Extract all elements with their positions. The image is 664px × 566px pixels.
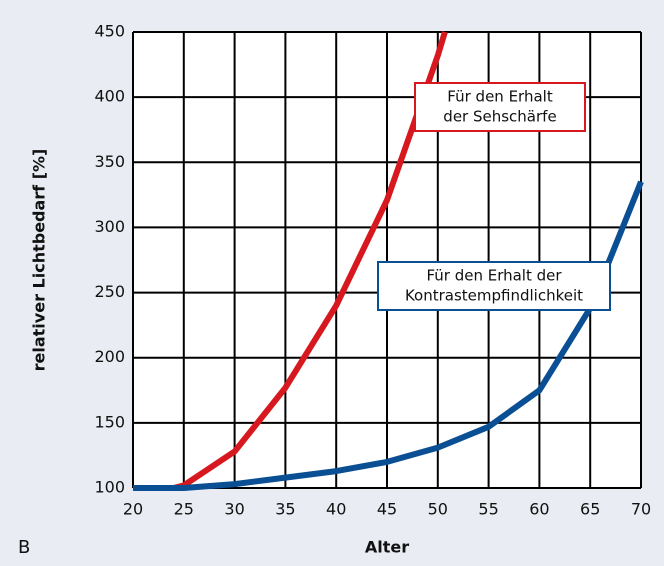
x-tick-label: 35 <box>275 500 295 519</box>
y-tick-label: 450 <box>94 22 125 41</box>
annotation-text: Für den Erhalt <box>447 88 553 106</box>
x-tick-label: 45 <box>377 500 397 519</box>
x-tick-label: 50 <box>428 500 448 519</box>
annotation-text: Kontrastempfindlichkeit <box>405 287 583 305</box>
line <box>133 180 644 491</box>
y-tick-label: 350 <box>94 152 125 171</box>
y-tick-label: 200 <box>94 347 125 366</box>
x-tick-label: 30 <box>224 500 244 519</box>
y-tick-label: 300 <box>94 217 125 236</box>
annotation-text: Für den Erhalt der <box>426 267 562 285</box>
annotation-box <box>377 261 611 311</box>
x-axis-label: Alter <box>365 538 409 557</box>
y-tick-label: 150 <box>94 412 125 431</box>
x-tick-label: 65 <box>580 500 600 519</box>
annotation-box <box>414 82 586 132</box>
x-tick-label: 60 <box>529 500 549 519</box>
panel-label: B <box>18 537 30 558</box>
x-tick-label: 70 <box>631 500 651 519</box>
y-axis-label: relativer Lichtbedarf [%] <box>30 149 49 372</box>
y-tick-label: 250 <box>94 282 125 301</box>
x-tick-label: 20 <box>123 500 143 519</box>
x-tick-label: 25 <box>174 500 194 519</box>
annotation-text: der Sehschärfe <box>443 108 556 126</box>
x-tick-label: 40 <box>326 500 346 519</box>
y-tick-label: 400 <box>94 87 125 106</box>
x-tick-label: 55 <box>478 500 498 519</box>
y-tick-label: 100 <box>94 478 125 497</box>
